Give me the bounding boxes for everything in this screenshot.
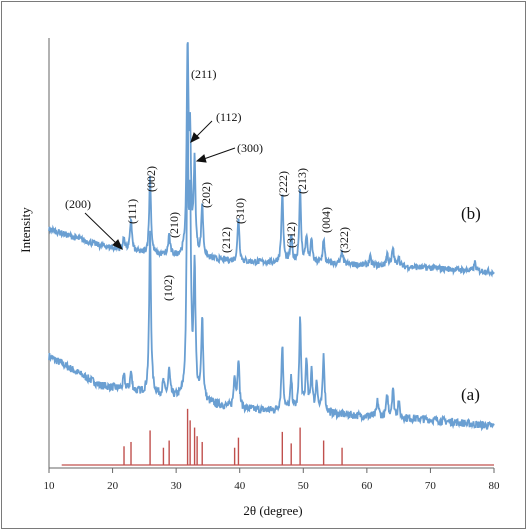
series-b-line <box>48 42 495 278</box>
x-tick-label: 30 <box>171 480 183 492</box>
series-label-b: (b) <box>461 204 481 223</box>
peak-label-300: (300) <box>237 141 263 155</box>
peak-label-211: (211) <box>191 67 217 81</box>
peak-label-200: (200) <box>65 197 91 211</box>
peak-label-222: (222) <box>276 171 290 197</box>
peak-label-310: (310) <box>233 198 247 224</box>
peak-label-210: (210) <box>167 212 181 238</box>
x-tick-label: 60 <box>361 480 373 492</box>
peak-label-004: (004) <box>319 207 333 233</box>
x-tick-label: 40 <box>234 480 246 492</box>
peak-label-111: (111) <box>125 199 139 224</box>
x-tick-label: 80 <box>489 480 501 492</box>
peak-label-202: (202) <box>199 182 213 208</box>
peak-label-112: (112) <box>216 110 242 124</box>
x-tick-label: 70 <box>425 480 437 492</box>
arrow-200 <box>84 212 120 247</box>
arrow-300 <box>200 147 236 161</box>
peak-label-312: (312) <box>284 222 298 248</box>
x-tick-label: 10 <box>44 480 56 492</box>
arrowhead-300 <box>195 154 207 163</box>
peak-label-002: (002) <box>144 166 158 192</box>
x-axis-label: 2θ (degree) <box>243 503 302 518</box>
arrowhead-200 <box>112 239 123 250</box>
peak-label-102: (102) <box>161 275 175 301</box>
peak-label-322: (322) <box>337 227 351 253</box>
y-axis-label: Intensity <box>18 207 33 253</box>
series-a-line <box>48 111 495 432</box>
peak-label-212: (212) <box>219 227 233 253</box>
x-tick-label: 20 <box>107 480 119 492</box>
peak-label-213: (213) <box>295 168 309 194</box>
x-tick-label: 50 <box>298 480 310 492</box>
series-label-a: (a) <box>461 385 480 404</box>
arrowhead-112 <box>190 132 200 143</box>
